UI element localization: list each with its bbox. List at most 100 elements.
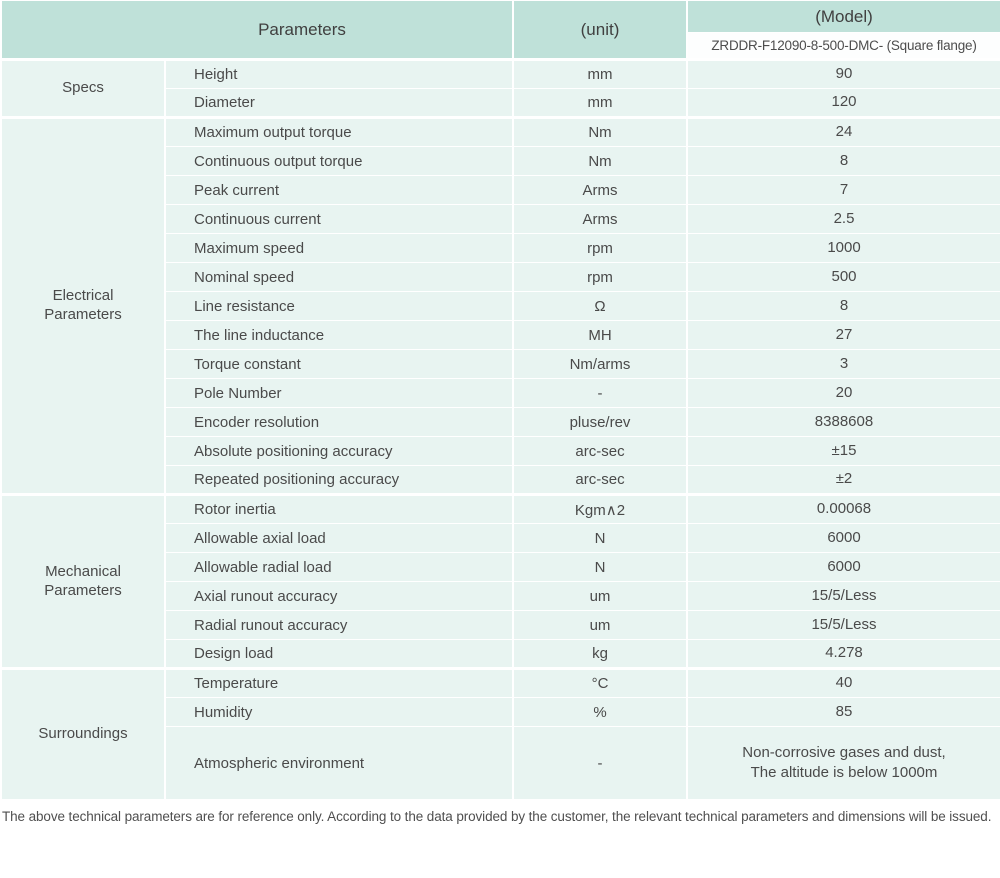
param-cell: Maximum speed <box>164 233 514 263</box>
unit-cell: % <box>512 697 688 727</box>
value-cell: 7 <box>686 175 1000 205</box>
unit-cell: mm <box>512 88 688 118</box>
table-header: Parameters (unit) (Model) ZRDDR-F12090-8… <box>0 0 1000 61</box>
param-cell: Rotor inertia <box>164 493 514 524</box>
header-model: (Model) <box>686 0 1000 33</box>
param-cell: Axial runout accuracy <box>164 581 514 611</box>
table-row: Maximum speed rpm 1000 <box>1 233 1000 263</box>
value-cell: 1000 <box>686 233 1000 263</box>
unit-cell: Kgm∧2 <box>512 493 688 524</box>
section-label-surroundings: Surroundings <box>0 667 166 800</box>
param-cell: Pole Number <box>164 378 514 408</box>
table-row: Atmospheric environment - Non-corrosive … <box>1 726 1000 800</box>
param-cell: Atmospheric environment <box>164 726 514 800</box>
param-cell: Height <box>164 58 514 89</box>
param-cell: Diameter <box>164 88 514 118</box>
table-row: Encoder resolution pluse/rev 8388608 <box>1 407 1000 437</box>
unit-cell: - <box>512 378 688 408</box>
table-row: Continuous current Arms 2.5 <box>1 204 1000 234</box>
unit-cell: pluse/rev <box>512 407 688 437</box>
header-unit: (unit) <box>512 0 688 61</box>
unit-cell: Nm <box>512 116 688 147</box>
unit-cell: um <box>512 581 688 611</box>
param-cell: Maximum output torque <box>164 116 514 147</box>
section-label-specs: Specs <box>0 58 166 118</box>
value-cell: 500 <box>686 262 1000 292</box>
unit-cell: rpm <box>512 233 688 263</box>
value-cell: 24 <box>686 116 1000 147</box>
value-cell: 8388608 <box>686 407 1000 437</box>
footnote-text: The above technical parameters are for r… <box>2 809 992 824</box>
value-cell: 27 <box>686 320 1000 350</box>
table-row: Line resistance Ω 8 <box>1 291 1000 321</box>
param-cell: Continuous output torque <box>164 146 514 176</box>
param-cell: Absolute positioning accuracy <box>164 436 514 466</box>
table-row: Continuous output torque Nm 8 <box>1 146 1000 176</box>
header-parameters: Parameters <box>0 0 514 61</box>
table-row: Specs Height mm 90 <box>0 58 1000 118</box>
param-cell: Allowable axial load <box>164 523 514 553</box>
unit-cell: Nm/arms <box>512 349 688 379</box>
value-cell: 20 <box>686 378 1000 408</box>
unit-cell: Arms <box>512 175 688 205</box>
value-cell: 6000 <box>686 523 1000 553</box>
value-cell: Non-corrosive gases and dust, The altitu… <box>686 726 1000 800</box>
table-row: Pole Number - 20 <box>1 378 1000 408</box>
table-row: Repeated positioning accuracy arc-sec ±2 <box>1 465 1000 495</box>
value-cell: 6000 <box>686 552 1000 582</box>
value-cell: 8 <box>686 291 1000 321</box>
unit-cell: kg <box>512 639 688 669</box>
unit-cell: Arms <box>512 204 688 234</box>
value-cell: 85 <box>686 697 1000 727</box>
unit-cell: N <box>512 552 688 582</box>
unit-cell: um <box>512 610 688 640</box>
param-cell: Radial runout accuracy <box>164 610 514 640</box>
spec-table: Parameters (unit) (Model) ZRDDR-F12090-8… <box>0 0 1000 800</box>
param-cell: Design load <box>164 639 514 669</box>
unit-cell: Nm <box>512 146 688 176</box>
header-model-value: ZRDDR-F12090-8-500-DMC- (Square flange) <box>686 32 1000 61</box>
unit-cell: rpm <box>512 262 688 292</box>
table-row: Mechanical Parameters Rotor inertia Kgm∧… <box>0 493 1000 669</box>
unit-cell: °C <box>512 667 688 698</box>
unit-cell: - <box>512 726 688 800</box>
value-cell: ±2 <box>686 465 1000 495</box>
param-cell: Allowable radial load <box>164 552 514 582</box>
value-cell: 0.00068 <box>686 493 1000 524</box>
value-cell: 3 <box>686 349 1000 379</box>
param-cell: Nominal speed <box>164 262 514 292</box>
unit-cell: arc-sec <box>512 436 688 466</box>
unit-cell: MH <box>512 320 688 350</box>
param-cell: Encoder resolution <box>164 407 514 437</box>
section-label-mechanical: Mechanical Parameters <box>0 493 166 669</box>
unit-cell: mm <box>512 58 688 89</box>
param-cell: Repeated positioning accuracy <box>164 465 514 495</box>
value-cell: 120 <box>686 88 1000 118</box>
table-row: Surroundings Temperature °C 40 <box>0 667 1000 800</box>
section-label-electrical: Electrical Parameters <box>0 116 166 495</box>
param-cell: Torque constant <box>164 349 514 379</box>
table-row: Allowable axial load N 6000 <box>1 523 1000 553</box>
value-cell: 40 <box>686 667 1000 698</box>
unit-cell: N <box>512 523 688 553</box>
table-row: Diameter mm 120 <box>1 88 1000 118</box>
table-row: Absolute positioning accuracy arc-sec ±1… <box>1 436 1000 466</box>
param-cell: Continuous current <box>164 204 514 234</box>
table-row: Nominal speed rpm 500 <box>1 262 1000 292</box>
value-cell: 4.278 <box>686 639 1000 669</box>
param-cell: The line inductance <box>164 320 514 350</box>
param-cell: Line resistance <box>164 291 514 321</box>
value-cell: 90 <box>686 58 1000 89</box>
table-row: Allowable radial load N 6000 <box>1 552 1000 582</box>
table-row: Axial runout accuracy um 15/5/Less <box>1 581 1000 611</box>
unit-cell: arc-sec <box>512 465 688 495</box>
table-row: Torque constant Nm/arms 3 <box>1 349 1000 379</box>
value-cell: 15/5/Less <box>686 581 1000 611</box>
unit-cell: Ω <box>512 291 688 321</box>
param-cell: Humidity <box>164 697 514 727</box>
value-cell: ±15 <box>686 436 1000 466</box>
param-cell: Peak current <box>164 175 514 205</box>
value-cell: 2.5 <box>686 204 1000 234</box>
param-cell: Temperature <box>164 667 514 698</box>
value-cell: 8 <box>686 146 1000 176</box>
